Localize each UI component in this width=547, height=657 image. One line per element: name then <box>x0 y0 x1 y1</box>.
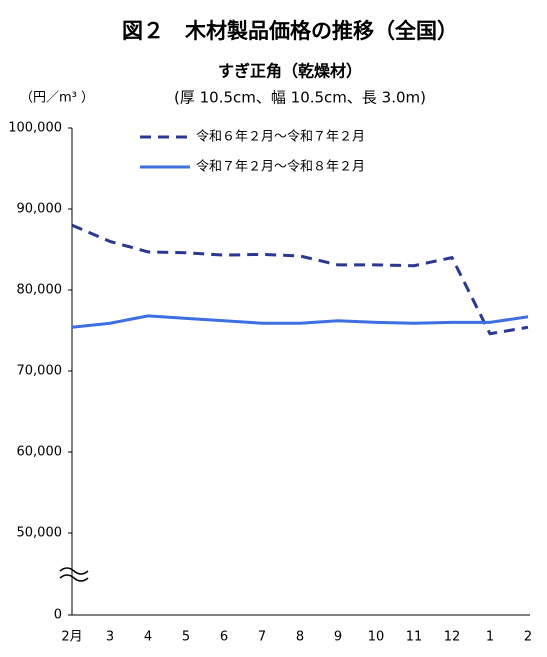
line-series <box>71 223 529 336</box>
x-tick-label: 12 <box>444 630 461 645</box>
x-tick-label: 7 <box>258 630 266 645</box>
x-tick-label: 10 <box>368 630 385 645</box>
x-tick-label: 2月 <box>61 630 82 645</box>
x-tick-label: 5 <box>182 630 190 645</box>
y-tick-label: 70,000 <box>17 364 63 379</box>
chart-title: 図２ 木材製品価格の推移（全国） <box>122 19 458 43</box>
y-tick-label: 100,000 <box>8 121 62 136</box>
chart-subtitle: すぎ正角（乾燥材） <box>218 62 362 81</box>
y-tick-label: 50,000 <box>17 526 63 541</box>
x-tick-label: 11 <box>406 630 423 645</box>
x-tick-label: 4 <box>144 630 152 645</box>
x-tick-label: 8 <box>296 630 304 645</box>
line-series <box>71 314 529 329</box>
axis-break <box>59 567 89 582</box>
legend-label: 令和６年２月～令和７年２月 <box>196 130 365 145</box>
y-tick-label: 0 <box>54 608 62 623</box>
legend-label: 令和７年２月～令和８年２月 <box>196 160 365 175</box>
x-tick-label: 3 <box>106 630 114 645</box>
y-tick-label: 80,000 <box>17 283 63 298</box>
x-tick-label: 6 <box>220 630 228 645</box>
x-tick-label: 2 <box>524 630 532 645</box>
x-tick-label: 1 <box>486 630 494 645</box>
chart-subtitle: (厚 10.5cm、幅 10.5cm、長 3.0m) <box>174 89 426 107</box>
y-tick-label: 90,000 <box>17 202 63 217</box>
axis-label: （円／m³ ） <box>20 91 94 106</box>
x-tick-label: 9 <box>334 630 342 645</box>
y-tick-label: 60,000 <box>17 445 63 460</box>
